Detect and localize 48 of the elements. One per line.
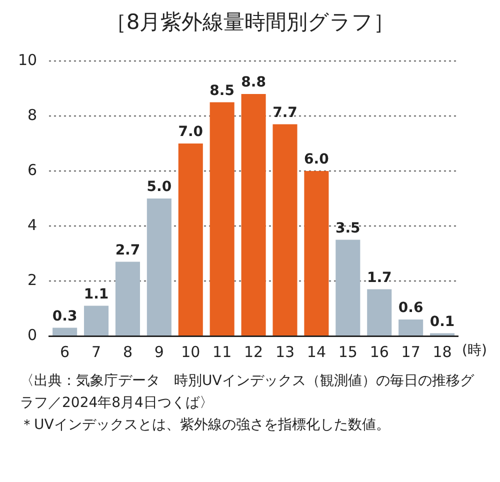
bar: [336, 240, 360, 336]
data-label: 6.0: [304, 152, 330, 168]
y-tick-label: 0: [28, 326, 38, 344]
x-tick-label: 8: [122, 342, 132, 361]
bar: [241, 94, 266, 336]
x-axis-title: (時): [462, 342, 487, 359]
data-label: 8.5: [210, 82, 234, 99]
bar: [178, 144, 203, 336]
x-tick-label: 11: [212, 342, 232, 361]
x-tick-label: 16: [370, 342, 389, 361]
data-label: 7.0: [178, 124, 204, 140]
bar: [146, 198, 172, 336]
x-tick-label: 6: [60, 342, 70, 361]
bar: [398, 320, 424, 336]
x-tick-label: 13: [275, 342, 295, 361]
y-tick-label: 10: [18, 50, 38, 69]
data-label: 7.7: [272, 104, 298, 121]
x-tick-label: 9: [154, 342, 164, 361]
data-label: 5.0: [146, 179, 172, 196]
text: 〈出典：気象庁データ 時別UVインデックス（観測値）の毎日の推移グラフ／2024年8月4日つくば〉: [20, 372, 476, 413]
x-tick-label: 15: [338, 342, 358, 361]
data-label: 0.3: [52, 308, 78, 324]
data-label: 1.1: [84, 286, 109, 302]
text: ＊UVインデックスとは、紫外線の強さを指標化した数値。: [20, 416, 391, 435]
data-label: 1.7: [366, 270, 392, 286]
data-label: 8.8: [241, 74, 266, 91]
x-tick-label: 18: [432, 342, 452, 361]
bar: [210, 102, 234, 336]
bar: [52, 328, 78, 336]
data-label: 2.7: [115, 242, 140, 258]
x-tick-label: 14: [306, 342, 326, 361]
y-tick-label: 8: [28, 106, 38, 124]
x-tick-label: 12: [244, 342, 264, 361]
data-label: 0.1: [430, 314, 455, 330]
y-tick-label: 2: [28, 270, 38, 289]
y-tick-label: 4: [28, 216, 38, 234]
chart-title: ［8月紫外線量時間別グラフ］: [104, 9, 396, 36]
bar: [304, 171, 329, 336]
bar: [115, 262, 140, 336]
x-tick-label: 7: [91, 342, 102, 361]
y-tick-label: 6: [28, 160, 38, 179]
bar: [272, 124, 298, 336]
x-tick-label: 17: [401, 342, 420, 361]
data-label: 0.6: [398, 300, 424, 316]
bar: [367, 289, 392, 336]
data-label: 3.5: [336, 220, 360, 236]
bar: [84, 306, 109, 336]
x-tick-label: 10: [181, 342, 200, 361]
